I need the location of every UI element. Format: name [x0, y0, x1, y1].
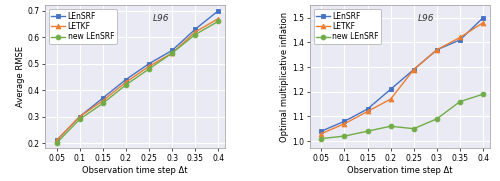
Line: new LEnSRF: new LEnSRF: [319, 92, 486, 141]
new LEnSRF: [388, 125, 394, 127]
LETKF: [192, 31, 198, 33]
LETKF: [318, 132, 324, 135]
new LEnSRF: [411, 128, 417, 130]
new LEnSRF: [192, 33, 198, 36]
LEnSRF: [192, 28, 198, 30]
LEnSRF: [480, 17, 486, 19]
Line: LETKF: LETKF: [54, 16, 220, 143]
new LEnSRF: [100, 102, 106, 104]
Line: LEnSRF: LEnSRF: [319, 15, 486, 134]
LEnSRF: [169, 49, 175, 52]
LEnSRF: [388, 88, 394, 90]
Line: new LEnSRF: new LEnSRF: [54, 19, 220, 146]
X-axis label: Observation time step Δt: Observation time step Δt: [82, 166, 188, 175]
new LEnSRF: [123, 84, 129, 86]
LETKF: [411, 68, 417, 71]
LEnSRF: [54, 139, 60, 142]
new LEnSRF: [54, 142, 60, 144]
Line: LEnSRF: LEnSRF: [54, 8, 220, 143]
new LEnSRF: [76, 118, 82, 120]
new LEnSRF: [434, 118, 440, 120]
LEnSRF: [364, 108, 370, 110]
LEnSRF: [411, 68, 417, 71]
new LEnSRF: [216, 20, 222, 22]
LEnSRF: [146, 63, 152, 65]
X-axis label: Observation time step Δt: Observation time step Δt: [347, 166, 453, 175]
Text: L96: L96: [418, 14, 434, 23]
new LEnSRF: [169, 52, 175, 54]
LETKF: [169, 52, 175, 54]
LEnSRF: [434, 49, 440, 51]
LETKF: [216, 18, 222, 20]
LEnSRF: [216, 10, 222, 12]
LETKF: [146, 65, 152, 67]
Y-axis label: Average RMSE: Average RMSE: [16, 46, 24, 108]
LEnSRF: [100, 97, 106, 99]
Legend: LEnSRF, LETKF, new LEnSRF: LEnSRF, LETKF, new LEnSRF: [314, 9, 382, 44]
new LEnSRF: [146, 68, 152, 70]
new LEnSRF: [457, 100, 463, 103]
LEnSRF: [318, 130, 324, 132]
LEnSRF: [342, 120, 347, 122]
LETKF: [457, 36, 463, 39]
Legend: LEnSRF, LETKF, new LEnSRF: LEnSRF, LETKF, new LEnSRF: [49, 9, 116, 44]
LETKF: [480, 22, 486, 24]
LETKF: [364, 110, 370, 113]
LETKF: [342, 123, 347, 125]
Line: LETKF: LETKF: [319, 20, 486, 136]
LEnSRF: [123, 79, 129, 81]
new LEnSRF: [480, 93, 486, 95]
Y-axis label: Optimal multiplicative inflation: Optimal multiplicative inflation: [280, 12, 289, 142]
LEnSRF: [457, 39, 463, 41]
Text: L96: L96: [153, 14, 170, 23]
LETKF: [76, 115, 82, 118]
LETKF: [54, 139, 60, 142]
LETKF: [434, 49, 440, 51]
LETKF: [100, 100, 106, 102]
new LEnSRF: [364, 130, 370, 132]
LETKF: [388, 98, 394, 100]
new LEnSRF: [318, 138, 324, 140]
LETKF: [123, 81, 129, 83]
new LEnSRF: [342, 135, 347, 137]
LEnSRF: [76, 115, 82, 118]
